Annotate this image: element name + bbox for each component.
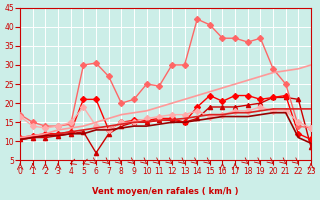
X-axis label: Vent moyen/en rafales ( km/h ): Vent moyen/en rafales ( km/h ): [92, 187, 239, 196]
